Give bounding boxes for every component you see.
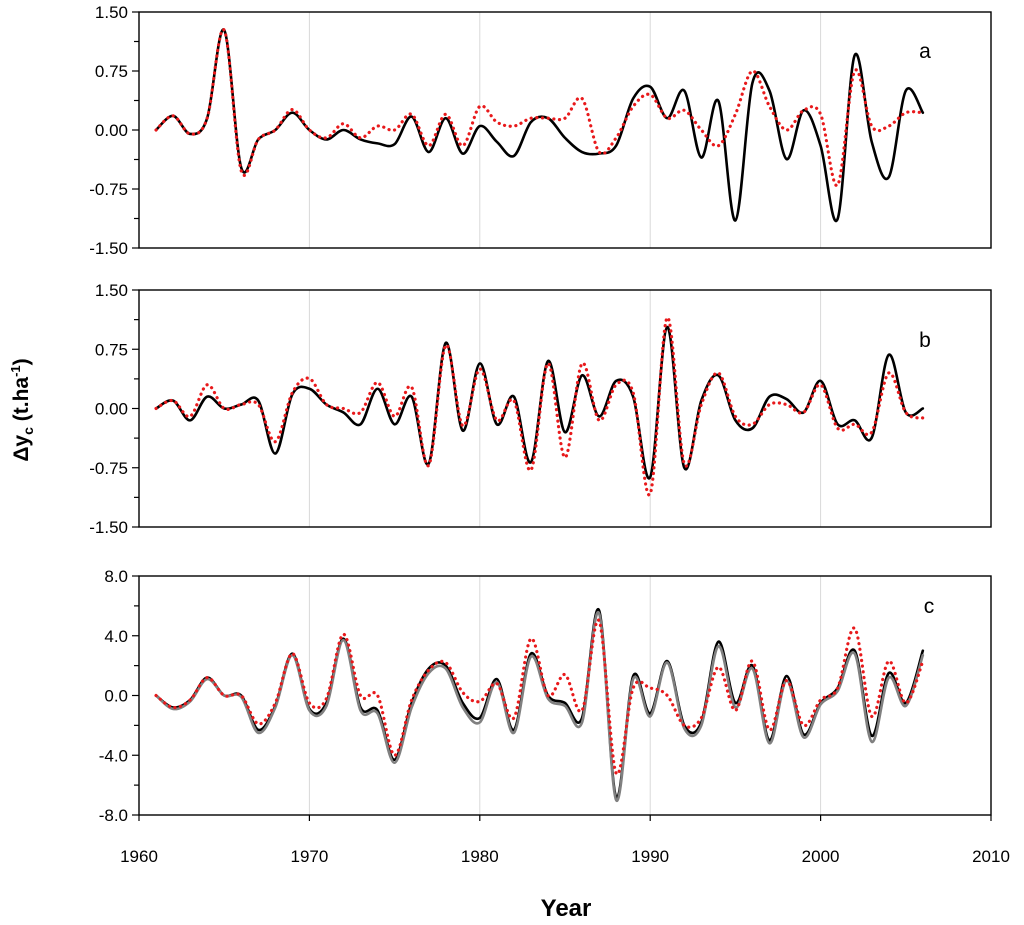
series-c-red-dotted [154, 618, 925, 776]
y-tick-label-b: 0.75 [95, 340, 128, 359]
y-tick-label-b: 0.00 [95, 400, 128, 419]
y-tick-label-a: 0.75 [95, 62, 128, 81]
panels-layer: 1.50 0.75 0.00 -0.75 -1.50 a 1.50 0.75 0.00 -0.75… [89, 3, 992, 825]
plot-frame-a [138, 11, 992, 249]
series-b-black [154, 325, 925, 480]
x-axis-tick-labels: 1960 1970 1980 1990 2000 2010 [120, 847, 1010, 866]
y-tick-label-c: 0.0 [104, 687, 128, 706]
y-axis-title-main: Δy [10, 435, 33, 462]
y-tick-label-b: 1.50 [95, 281, 128, 300]
x-tick-label: 1960 [120, 847, 158, 866]
x-tick-label: 1980 [461, 847, 499, 866]
y-tick-label-c: 4.0 [104, 627, 128, 646]
y-axis-title-units-close: ) [10, 358, 33, 365]
x-tick-label: 2010 [972, 847, 1010, 866]
y-axis-title-sub: c [20, 427, 36, 435]
y-axis-title-units: (t.ha [10, 377, 33, 427]
x-tick-label: 1970 [290, 847, 328, 866]
series-c-gray [154, 611, 925, 802]
y-tick-label-b: -0.75 [89, 459, 128, 478]
panel-a: 1.50 0.75 0.00 -0.75 -1.50 a [89, 3, 992, 258]
y-tick-label-a: 1.50 [95, 3, 128, 22]
series-c-black [154, 608, 925, 799]
y-tick-label-c: -4.0 [99, 746, 128, 765]
panel-label-b: b [919, 329, 931, 352]
y-axis-title: Δyc (t.ha-1) [8, 358, 36, 461]
plot-frame-c [138, 575, 992, 816]
y-tick-label-c: -8.0 [99, 806, 128, 825]
x-tick-label: 2000 [802, 847, 840, 866]
plot-frame-b [138, 289, 992, 528]
panel-c: 8.0 4.0 0.0 -4.0 -8.0 c [99, 567, 992, 825]
x-axis-title: Year [541, 895, 592, 922]
x-tick-label: 1990 [631, 847, 669, 866]
y-axis-title-units-exponent: -1 [8, 365, 23, 377]
y-tick-label-a: 0.00 [95, 121, 128, 140]
panel-b: 1.50 0.75 0.00 -0.75 -1.50 b [89, 281, 992, 537]
series-a-red-dotted [154, 28, 925, 187]
y-tick-label-c: 8.0 [104, 567, 128, 586]
y-tick-label-b: -1.50 [89, 518, 128, 537]
panel-label-c: c [924, 595, 935, 618]
y-tick-label-a: -1.50 [89, 239, 128, 258]
y-tick-label-a: -0.75 [89, 180, 128, 199]
panel-label-a: a [919, 40, 931, 63]
series-b-red-dotted [154, 316, 925, 497]
series-a-black [154, 28, 925, 223]
